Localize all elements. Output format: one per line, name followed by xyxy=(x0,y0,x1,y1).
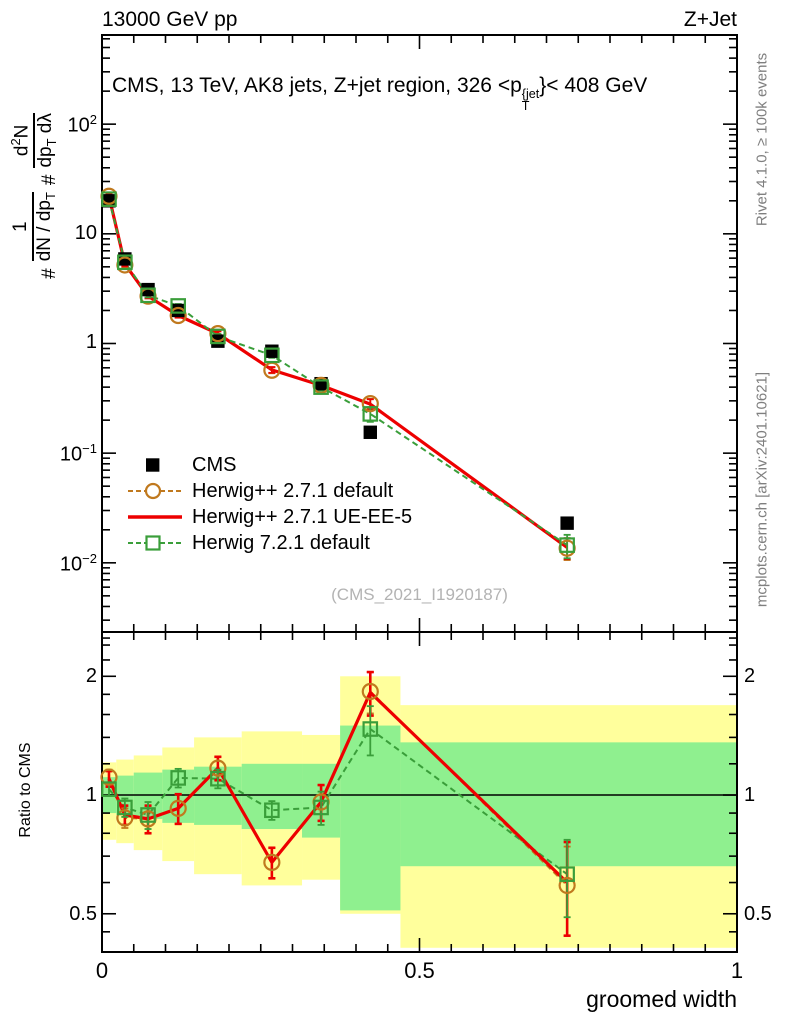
pt-supsub: {jet T xyxy=(522,88,540,113)
legend: CMS Herwig++ 2.7.1 default Herwig++ 2.7.1 … xyxy=(126,452,412,556)
ratio-data-marker xyxy=(559,866,575,882)
ratio-y-tick-label-right: 0.5 xyxy=(744,902,772,925)
header-beam-energy: 13000 GeV pp xyxy=(102,8,238,31)
legend-marker-square-dashed xyxy=(128,535,182,551)
mcplots-arxiv-note: mcplots.cern.ch [arXiv:2401.10621] xyxy=(753,371,771,608)
ratio-data-marker xyxy=(117,799,133,816)
ratio-data-marker xyxy=(264,802,280,819)
main-data-marker xyxy=(169,306,187,325)
main-y-tick-label: 10−1 xyxy=(59,441,97,466)
legend-item-label: Herwig++ 2.7.1 UE-EE-5 xyxy=(192,505,413,528)
ylabel-hash-1: # xyxy=(39,268,60,279)
legend-item: Herwig++ 2.7.1 UE-EE-5 xyxy=(126,504,412,530)
ratio-data-marker xyxy=(361,682,379,701)
main-y-tick-label: 10 xyxy=(74,221,97,244)
main-data-marker xyxy=(264,347,280,364)
main-data-marker xyxy=(363,425,377,439)
ylabel-frac2-num-pre: d xyxy=(10,145,32,157)
ratio-data-marker xyxy=(116,809,134,827)
x-tick-label: 0.5 xyxy=(404,958,435,983)
main-data-marker xyxy=(170,298,186,314)
ylabel-frac2-num-sup: 2 xyxy=(7,138,23,146)
ylabel-frac2-den-pre: dp xyxy=(34,146,56,168)
legend-marker-circle-dashed xyxy=(128,482,182,500)
ratio-y-tick-label-right: 2 xyxy=(744,665,756,688)
main-y-tick-label: 1 xyxy=(85,331,97,354)
ratio-data-marker xyxy=(169,799,187,817)
ratio-data-marker xyxy=(100,768,118,786)
ratio-data-marker xyxy=(313,799,329,816)
ratio-y-tick-label-right: 1 xyxy=(744,784,756,807)
legend-marker-line-solid xyxy=(128,515,182,519)
main-data-marker xyxy=(313,379,329,395)
legend-item-label: CMS xyxy=(192,453,237,476)
ylabel-frac1-den-sub: T xyxy=(42,192,58,201)
main-series-line xyxy=(108,198,568,546)
legend-item-label: Herwig++ 2.7.1 default xyxy=(192,479,394,502)
x-tick-label: 0 xyxy=(95,958,109,983)
panel-title-sup: {jet xyxy=(521,86,540,101)
main-y-tick-label: 10−2 xyxy=(59,550,97,576)
x-axis-title: groomed width xyxy=(586,986,737,1012)
main-data-marker xyxy=(362,406,379,422)
ratio-y-axis-label: Ratio to CMS xyxy=(17,742,34,838)
main-y-axis-label: # 1 dN / dpT # d2N dpT dλ xyxy=(5,46,63,346)
analysis-id-watermark: (CMS_2021_I1920187) xyxy=(331,585,508,604)
uncertainty-band-inner xyxy=(400,742,737,867)
ratio-data-marker xyxy=(263,853,281,871)
ylabel-frac1-num: 1 xyxy=(9,192,34,262)
panel-title-post: }< 408 GeV xyxy=(539,74,648,97)
main-data-marker xyxy=(560,516,574,530)
panel-title: CMS, 13 TeV, AK8 jets, Z+jet region, 326… xyxy=(112,74,647,113)
main-data-marker xyxy=(559,537,575,553)
main-y-tick-label: 102 xyxy=(67,112,97,137)
main-data-marker xyxy=(210,328,226,345)
main-data-marker xyxy=(171,303,185,318)
main-data-marker xyxy=(140,287,156,304)
ylabel-frac2-num: d2N xyxy=(7,113,35,168)
x-tick-label: 1 xyxy=(730,958,744,983)
rivet-version-note: Rivet 4.1.0, ≥ 100k events xyxy=(753,52,771,227)
ratio-data-marker xyxy=(210,770,226,787)
ratio-data-marker xyxy=(209,759,227,777)
main-data-marker xyxy=(361,395,379,413)
ratio-y-tick-label-left: 1 xyxy=(85,784,97,807)
ylabel-frac2-num-post: N xyxy=(10,124,32,139)
legend-item: Herwig++ 2.7.1 default xyxy=(126,478,412,504)
main-data-marker xyxy=(117,254,133,271)
ratio-data-marker xyxy=(170,770,186,786)
legend-item: CMS xyxy=(126,452,412,478)
ratio-data-marker xyxy=(362,721,379,737)
ratio-y-tick-label-left: 0.5 xyxy=(69,902,97,925)
main-data-marker xyxy=(101,191,117,207)
ratio-data-marker xyxy=(558,876,576,895)
header-process: Z+Jet xyxy=(683,8,737,31)
legend-item: Herwig 7.2.1 default xyxy=(126,530,412,556)
ylabel-frac2-den-sub: T xyxy=(43,138,59,147)
ratio-data-marker xyxy=(101,781,117,797)
uncertainty-band-inner xyxy=(340,725,401,911)
ratio-data-marker xyxy=(140,807,156,823)
main-data-marker xyxy=(265,344,279,358)
ratio-y-tick-label-left: 2 xyxy=(85,665,97,688)
panel-title-pre: CMS, 13 TeV, AK8 jets, Z+jet region, 326… xyxy=(112,74,522,97)
panel-title-sub: T xyxy=(521,99,530,114)
ylabel-hash-2: # xyxy=(39,174,60,186)
legend-marker-filled-square xyxy=(146,458,160,472)
legend-item-label: Herwig 7.2.1 default xyxy=(192,531,370,554)
